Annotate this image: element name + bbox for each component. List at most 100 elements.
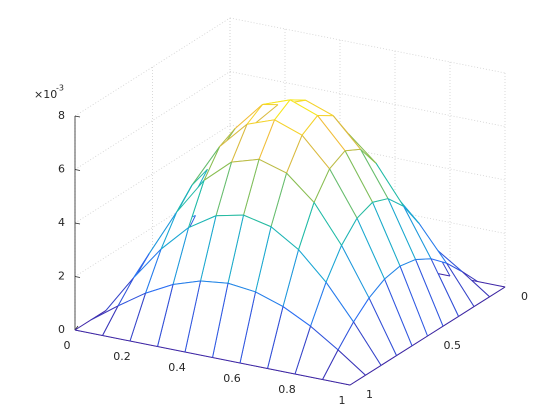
mesh-face: [384, 266, 428, 346]
mesh-face: [357, 202, 400, 280]
mesh-edge: [102, 305, 119, 336]
mesh-edge: [188, 215, 217, 229]
mesh-edge: [219, 123, 248, 148]
mesh-edge: [176, 180, 205, 213]
mesh-face: [161, 180, 204, 250]
mesh-edge: [349, 374, 366, 386]
mesh-edge: [105, 277, 134, 311]
mesh-edge: [289, 99, 318, 116]
mesh-edge: [430, 258, 459, 317]
mesh-edge: [246, 119, 275, 125]
mesh-edge: [274, 119, 303, 136]
mesh-edge: [403, 205, 432, 259]
mesh-edge: [313, 202, 342, 246]
mesh-edge: [415, 259, 444, 327]
mesh-face: [185, 280, 228, 358]
mesh-edge: [129, 293, 146, 342]
mesh-edge: [148, 212, 177, 255]
z-tick-label: 0: [58, 323, 65, 336]
mesh-edge: [219, 128, 236, 148]
mesh-edge: [227, 215, 244, 284]
mesh-edge: [411, 335, 428, 347]
mesh-edge: [282, 249, 299, 307]
z-exponent-base: ×10: [34, 88, 57, 101]
mesh-face: [403, 206, 447, 264]
mesh-edge: [337, 349, 366, 376]
x-tick-label: 0.2: [113, 350, 131, 363]
grid-line: [74, 124, 231, 224]
z-tick-label: 4: [58, 216, 65, 229]
mesh-edge: [267, 306, 284, 369]
mesh-face: [145, 227, 189, 294]
z-tick: [74, 115, 81, 118]
mesh-edge: [129, 340, 158, 347]
mesh-edge: [399, 265, 428, 337]
mesh-edge: [246, 104, 263, 125]
mesh-edge: [384, 265, 401, 280]
mesh-edge: [337, 321, 354, 351]
z-tick: [74, 169, 81, 171]
mesh-edge: [477, 281, 506, 288]
mesh-edge: [298, 249, 327, 283]
mesh-edge: [473, 296, 490, 308]
mesh-edge: [341, 245, 370, 299]
mesh-edge: [341, 217, 358, 246]
mesh-edge: [329, 150, 346, 170]
mesh-edge: [384, 278, 413, 346]
mesh-edge: [191, 168, 208, 186]
mesh-edge: [286, 135, 303, 174]
mesh-edge: [243, 159, 260, 216]
mesh-edge: [191, 146, 220, 186]
mesh-face: [290, 99, 333, 116]
mesh-edge: [243, 214, 272, 228]
grid-line: [74, 71, 231, 170]
mesh-edge: [396, 345, 413, 357]
mesh-edge: [215, 161, 232, 216]
mesh-edge: [313, 168, 330, 203]
mesh-edge: [368, 297, 397, 356]
z-tick-label: 2: [58, 270, 65, 283]
mesh-face: [310, 282, 354, 350]
mesh-edge: [461, 271, 490, 298]
mesh-face: [212, 283, 256, 363]
mesh-edge: [145, 284, 174, 294]
mesh-edge: [270, 226, 299, 251]
mesh-edge: [348, 133, 377, 164]
mesh-face: [302, 115, 345, 169]
mesh-edge: [344, 148, 361, 152]
mesh-edge: [375, 162, 404, 207]
mesh-edge: [227, 282, 256, 293]
mesh-face: [317, 115, 361, 151]
mesh-edge: [356, 217, 385, 280]
mesh-edge: [305, 99, 334, 117]
mesh-edge: [372, 198, 389, 203]
mesh-edge: [461, 271, 478, 282]
mesh-edge: [418, 223, 447, 264]
mesh-edge: [446, 262, 475, 307]
mesh-face: [372, 198, 416, 267]
mesh-face: [446, 263, 490, 307]
mesh-face: [231, 119, 275, 163]
mesh-face: [341, 218, 385, 298]
mesh-edge: [310, 325, 339, 351]
mesh-face: [274, 99, 318, 136]
mesh-edge: [239, 362, 268, 369]
mesh-edge: [353, 297, 370, 323]
mesh-edge: [74, 319, 91, 331]
z-exponent: -3: [56, 84, 64, 93]
mesh-edge: [294, 373, 323, 380]
mesh-edge: [176, 184, 193, 213]
mesh-edge: [332, 115, 361, 150]
mesh-face: [286, 135, 330, 203]
mesh-face: [369, 279, 412, 356]
z-tick-label: 6: [58, 163, 65, 176]
mesh-edge: [145, 249, 162, 294]
mesh-edge: [157, 346, 186, 353]
mesh-edge: [255, 226, 272, 293]
mesh-edge: [360, 148, 389, 199]
mesh-edge: [203, 161, 232, 181]
mesh-edge: [365, 364, 382, 376]
mesh-edge: [430, 258, 447, 264]
mesh-edge: [458, 306, 475, 317]
